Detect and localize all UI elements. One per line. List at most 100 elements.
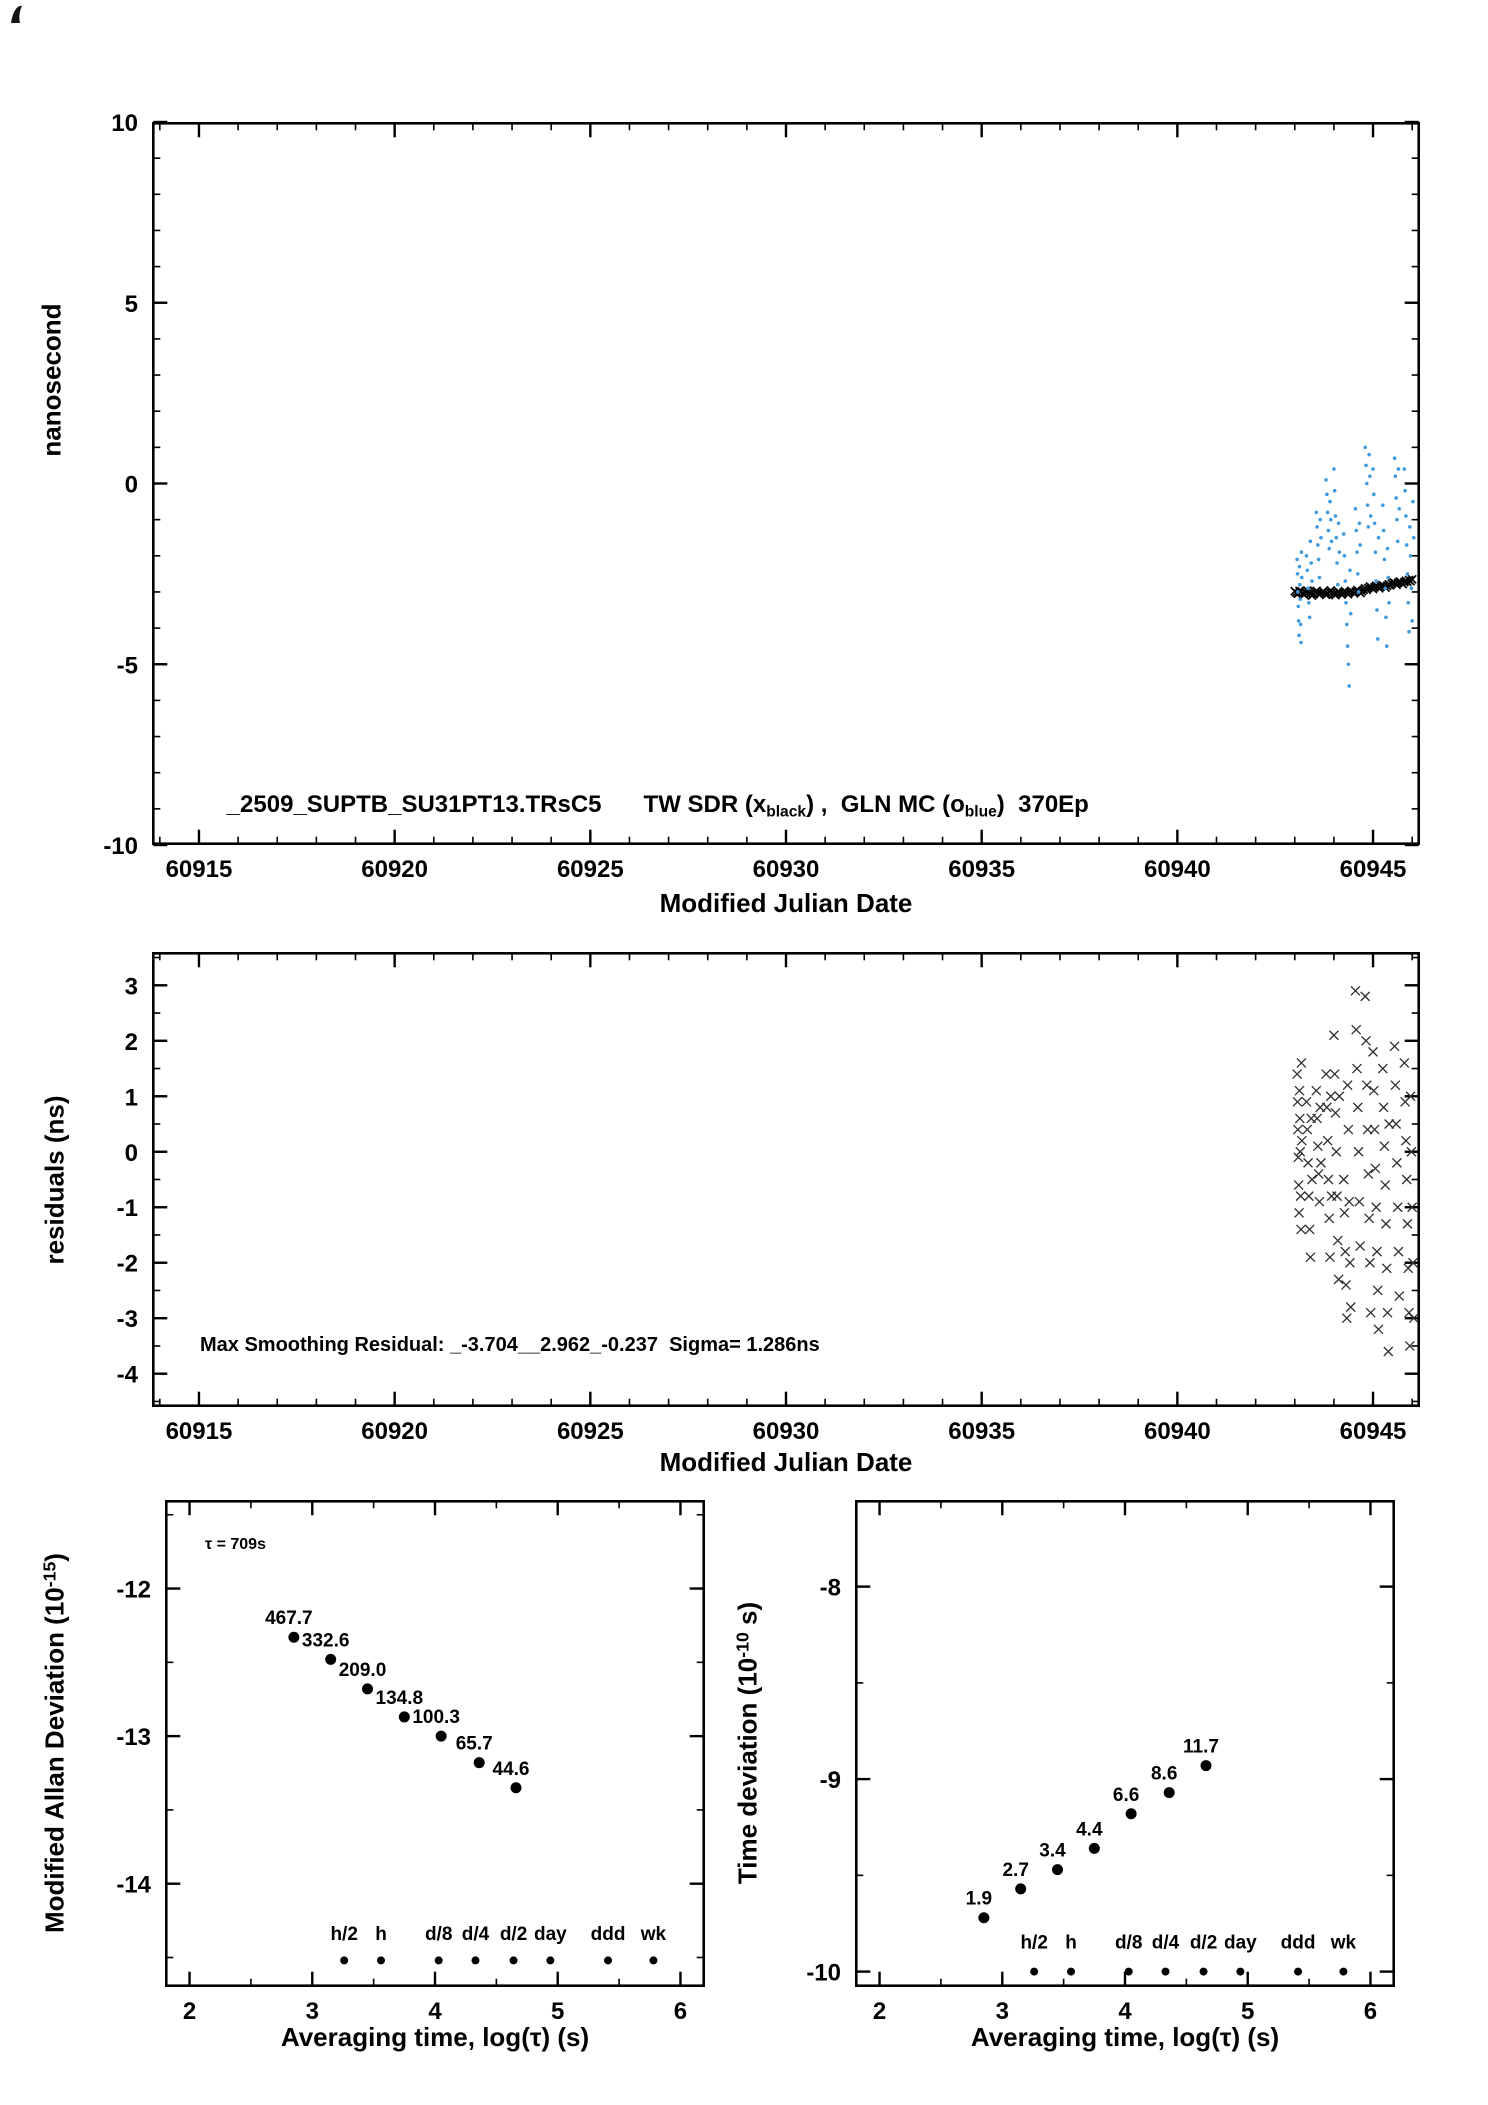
- svg-text:60915: 60915: [166, 856, 233, 883]
- svg-text:d/4: d/4: [1152, 1933, 1180, 1954]
- svg-text:60935: 60935: [948, 856, 1015, 883]
- residuals-plot: 60915 60920 60925 60930 60935 60940 60945 -4 -3 -…: [117, 951, 1421, 1445]
- svg-text:0: 0: [125, 472, 138, 499]
- svg-text:-10: -10: [103, 833, 138, 860]
- mdev-y-axis-title: Modified Allan Deviation (10-15): [40, 1553, 71, 1933]
- corner-mark: [11, 5, 22, 23]
- svg-text:h: h: [375, 1924, 387, 1945]
- svg-text:-12: -12: [116, 1577, 151, 1604]
- mdev-exponent: -15: [39, 1561, 60, 1588]
- svg-text:6: 6: [1364, 1998, 1377, 2025]
- svg-text:1.9: 1.9: [966, 1889, 992, 1910]
- svg-text:3.4: 3.4: [1039, 1841, 1066, 1862]
- svg-text:wk: wk: [640, 1924, 667, 1945]
- svg-text:-2: -2: [117, 1251, 138, 1278]
- svg-text:11.7: 11.7: [1183, 1737, 1219, 1758]
- series1-subscript: black: [766, 803, 807, 821]
- svg-text:-3: -3: [117, 1306, 138, 1333]
- svg-text:-8: -8: [820, 1575, 841, 1602]
- residuals-y-axis-title: residuals (ns): [39, 1095, 70, 1265]
- svg-text:-4: -4: [117, 1362, 139, 1389]
- tdev-y-axis-title: Time deviation (10-10 s): [733, 1602, 764, 1884]
- svg-text:3: 3: [306, 1998, 319, 2025]
- offset-y-axis-title: nanosecond: [36, 303, 67, 457]
- svg-text:60925: 60925: [557, 1418, 624, 1445]
- svg-text:60930: 60930: [753, 856, 820, 883]
- svg-text:134.8: 134.8: [376, 1688, 424, 1709]
- svg-text:-9: -9: [820, 1767, 841, 1794]
- residuals-x-axis-title: Modified Julian Date: [659, 1447, 913, 1477]
- svg-text:ddd: ddd: [591, 1924, 626, 1945]
- svg-text:6.6: 6.6: [1113, 1785, 1139, 1806]
- svg-text:day: day: [534, 1924, 567, 1945]
- tdev-y-title-close: s): [732, 1601, 763, 1633]
- svg-text:d/8: d/8: [425, 1924, 452, 1945]
- tdev-exponent: -10: [732, 1632, 753, 1658]
- epochs-label: ) 370Ep: [996, 791, 1089, 818]
- svg-text:60925: 60925: [557, 856, 624, 883]
- svg-text:60940: 60940: [1144, 1418, 1211, 1445]
- svg-text:5: 5: [551, 1998, 564, 2025]
- svg-text:60930: 60930: [753, 1418, 820, 1445]
- svg-text:4: 4: [428, 1998, 442, 2025]
- svg-text:5: 5: [125, 291, 138, 318]
- svg-text:ddd: ddd: [1281, 1933, 1316, 1954]
- svg-text:-10: -10: [806, 1960, 841, 1987]
- svg-text:6: 6: [674, 1998, 687, 2025]
- svg-text:1: 1: [125, 1084, 138, 1111]
- tdev-y-title-text: Time deviation (10: [732, 1657, 763, 1885]
- svg-text:60935: 60935: [948, 1418, 1015, 1445]
- svg-text:10: 10: [111, 110, 138, 137]
- svg-text:day: day: [1224, 1933, 1257, 1954]
- svg-text:d/8: d/8: [1115, 1933, 1142, 1954]
- svg-text:d/4: d/4: [462, 1924, 490, 1945]
- svg-text:60915: 60915: [166, 1418, 233, 1445]
- svg-text:-14: -14: [116, 1872, 151, 1899]
- tdev-plot: 2 3 4 5 6 -8 -9 -10 1.9 2.7 3.4 4.4 6.6 8.6 11.7 h/2 h d/…: [806, 1499, 1396, 2025]
- svg-text:h/2: h/2: [330, 1924, 357, 1945]
- file-id-label: _2509_SUPTB_SU31PT13.TRsC5: [226, 791, 602, 818]
- svg-text:4: 4: [1118, 1998, 1132, 2025]
- series-joiner-label: ) , GLN MC (o: [806, 791, 965, 818]
- residual-stats-note: Max Smoothing Residual: _-3.704__2.962_-…: [200, 1334, 820, 1356]
- svg-text:2: 2: [125, 1029, 138, 1056]
- tau-note: τ = 709s: [205, 1536, 266, 1553]
- svg-text:65.7: 65.7: [456, 1734, 493, 1755]
- svg-text:209.0: 209.0: [339, 1660, 387, 1681]
- svg-text:d/2: d/2: [500, 1924, 527, 1945]
- mdev-y-title-text: Modified Allan Deviation (10: [39, 1587, 70, 1933]
- offset-inline-title: _2509_SUPTB_SU31PT13.TRsC5 TW SDR (xblack…: [200, 763, 1089, 850]
- svg-text:60920: 60920: [361, 856, 428, 883]
- svg-text:3: 3: [125, 973, 138, 1000]
- svg-text:60945: 60945: [1340, 856, 1407, 883]
- offset-x-axis-title: Modified Julian Date: [659, 888, 913, 918]
- svg-text:5: 5: [1241, 1998, 1254, 2025]
- svg-text:h/2: h/2: [1020, 1933, 1047, 1954]
- svg-text:60940: 60940: [1144, 856, 1211, 883]
- svg-text:332.6: 332.6: [302, 1630, 350, 1651]
- mdev-x-axis-title: Averaging time, log(τ) (s): [280, 2022, 590, 2052]
- mdev-y-title-close: ): [39, 1553, 70, 1562]
- svg-text:d/2: d/2: [1190, 1933, 1217, 1954]
- svg-text:wk: wk: [1330, 1933, 1357, 1954]
- tdev-x-axis-title: Averaging time, log(τ) (s): [970, 2022, 1280, 2052]
- svg-text:-5: -5: [117, 652, 138, 679]
- tw-gln-offset-plot: 60915 60920 60925 60930 60935 60940 60945 -10 -5…: [103, 110, 1421, 883]
- svg-text:2.7: 2.7: [1002, 1860, 1028, 1881]
- svg-text:2: 2: [183, 1998, 196, 2025]
- svg-text:467.7: 467.7: [265, 1608, 313, 1629]
- svg-text:4.4: 4.4: [1076, 1819, 1103, 1840]
- svg-text:-1: -1: [117, 1195, 138, 1222]
- series1-label: TW SDR (x: [643, 791, 767, 818]
- svg-text:3: 3: [996, 1998, 1009, 2025]
- svg-text:60920: 60920: [361, 1418, 428, 1445]
- svg-text:60945: 60945: [1340, 1418, 1407, 1445]
- svg-text:-13: -13: [116, 1724, 151, 1751]
- svg-text:0: 0: [125, 1140, 138, 1167]
- svg-text:h: h: [1065, 1933, 1077, 1954]
- svg-text:2: 2: [873, 1998, 886, 2025]
- svg-text:8.6: 8.6: [1151, 1764, 1177, 1785]
- svg-text:100.3: 100.3: [412, 1707, 460, 1728]
